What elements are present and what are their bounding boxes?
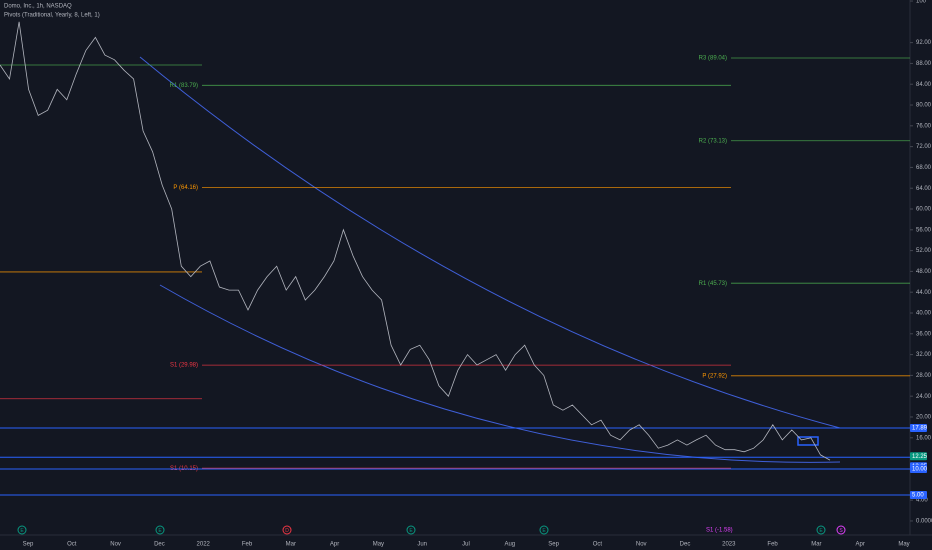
y-tick-label: 64.00: [916, 186, 932, 192]
pivot-label: R3 (89.04): [699, 56, 727, 62]
event-marker: [816, 525, 826, 535]
x-tick-label: Sep: [548, 542, 559, 548]
x-tick-label: Sep: [23, 542, 34, 548]
x-tick-label: Feb: [242, 542, 253, 548]
x-tick-label: Nov: [110, 542, 121, 548]
event-label: E: [819, 528, 823, 534]
y-tick-label: 20.00: [916, 415, 932, 421]
event-marker: [155, 525, 165, 535]
price-tag-label: 10.00: [912, 467, 928, 473]
last-price-label: 12.25: [912, 454, 928, 460]
event-label: E: [158, 528, 162, 534]
event-marker: [282, 525, 292, 535]
event-label: S: [839, 528, 843, 534]
y-tick-label: 52.00: [916, 248, 932, 254]
y-tick-label: 84.00: [916, 82, 932, 88]
event-marker: [539, 525, 549, 535]
y-tick-label: 40.00: [916, 311, 932, 317]
y-tick-label: 44.00: [916, 290, 932, 296]
indicator-title: Pivots (Traditional, Yearly, 8, Left, 1): [4, 13, 100, 19]
x-tick-label: 2023: [722, 542, 736, 548]
x-tick-label: Jul: [462, 542, 470, 548]
price-tag-label: 17.89: [912, 426, 928, 432]
x-tick-label: Mar: [286, 542, 296, 548]
y-tick-label: 48.00: [916, 269, 932, 275]
x-tick-label: Jun: [417, 542, 427, 548]
pivot-label: S1 (29.98): [170, 363, 198, 369]
price-tag: [910, 490, 927, 499]
x-tick-label: 2022: [197, 542, 211, 548]
y-tick-label: 88.00: [916, 61, 932, 67]
y-tick-label: 4.00: [916, 498, 928, 504]
x-tick-label: May: [898, 542, 909, 548]
drawing-box: [797, 436, 819, 446]
y-tick-label: 56.00: [916, 227, 932, 233]
x-tick-label: Oct: [67, 542, 77, 548]
y-tick-label: 24.00: [916, 394, 932, 400]
y-tick-label: 92.00: [916, 40, 932, 46]
y-tick-label: 60.00: [916, 207, 932, 213]
x-tick-label: Apr: [330, 542, 339, 548]
event-label: E: [409, 528, 413, 534]
chart-title: Domo, Inc., 1h, NASDAQ: [4, 4, 72, 10]
x-tick-label: Mar: [811, 542, 821, 548]
x-tick-label: Apr: [856, 542, 865, 548]
y-tick-label: 32.00: [916, 352, 932, 358]
event-marker: [836, 525, 846, 535]
y-tick-label: 100: [916, 0, 927, 5]
pivot-label: R2 (73.13): [699, 138, 727, 144]
x-tick-label: Aug: [504, 542, 515, 548]
event-label: E: [20, 528, 24, 534]
price-tag: [910, 423, 927, 432]
price-tag-label: 5.00: [912, 493, 924, 499]
x-tick-label: Feb: [767, 542, 778, 548]
event-marker: [17, 525, 27, 535]
price-line: [0, 21, 831, 461]
x-tick-label: Nov: [636, 542, 647, 548]
price-tag: [910, 464, 927, 473]
y-tick-label: 16.00: [916, 435, 932, 441]
event-label: E: [542, 528, 546, 534]
y-tick-label: 28.00: [916, 373, 932, 379]
pivot-note: S1 (-1.58): [706, 528, 733, 534]
channel-lower: [159, 284, 841, 463]
y-tick-label: 0.0000: [916, 519, 932, 525]
x-tick-label: Oct: [593, 542, 603, 548]
y-tick-label: 76.00: [916, 123, 932, 129]
pivot-label: P (27.92): [702, 373, 727, 379]
y-tick-label: 68.00: [916, 165, 932, 171]
channel-upper: [139, 56, 841, 429]
pivot-label: R1 (45.73): [699, 281, 727, 287]
x-tick-label: Dec: [680, 542, 691, 548]
y-tick-label: 80.00: [916, 103, 932, 109]
pivot-label: P (64.16): [173, 185, 198, 191]
event-marker: [406, 525, 416, 535]
last-price-tag: [910, 452, 927, 461]
pivot-label: R1 (83.79): [170, 83, 198, 89]
x-tick-label: May: [373, 542, 384, 548]
event-label: D: [285, 528, 289, 534]
x-tick-label: Dec: [154, 542, 165, 548]
y-tick-label: 72.00: [916, 144, 932, 150]
y-tick-label: 36.00: [916, 331, 932, 337]
